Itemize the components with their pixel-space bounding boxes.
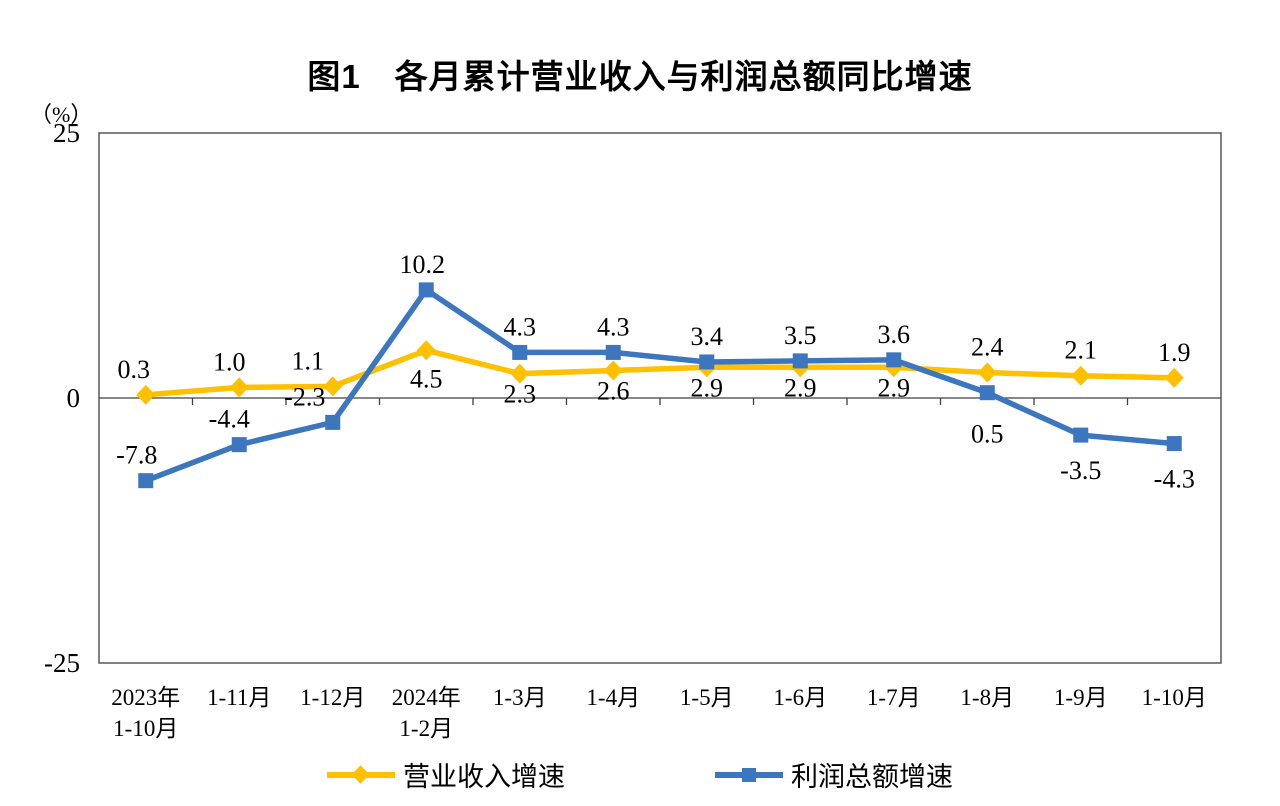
data-point-marker — [1071, 365, 1091, 386]
y-tick-label: -25 — [44, 648, 80, 678]
data-point-marker — [977, 362, 997, 383]
data-point-marker — [512, 344, 528, 360]
profit-square-marker-icon — [742, 767, 756, 782]
data-label: 2.1 — [1065, 336, 1098, 365]
profit-legend-label: 利润总额增速 — [791, 762, 953, 792]
y-tick-label: 0 — [66, 383, 81, 413]
data-point-marker — [979, 385, 995, 401]
data-label: 1.0 — [213, 347, 246, 376]
data-label: -7.8 — [116, 441, 157, 470]
revenue-diamond-marker-icon — [351, 764, 370, 784]
x-axis-label: 2024年 1-2月 — [391, 685, 461, 741]
data-label: 0.3 — [118, 355, 151, 384]
data-label: -4.3 — [1154, 465, 1195, 494]
data-point-marker — [699, 354, 715, 370]
data-point-marker — [605, 344, 621, 360]
data-label: 4.3 — [504, 312, 537, 341]
y-axis-unit-label: （%） — [30, 102, 93, 127]
data-label: 4.3 — [597, 312, 630, 341]
data-label: 3.4 — [691, 322, 724, 351]
data-label: 1.1 — [292, 346, 325, 375]
data-point-marker — [603, 360, 623, 381]
x-axis-label: 1-9月 — [1053, 685, 1108, 710]
data-label: 2.9 — [878, 373, 911, 402]
revenue-legend-sample — [327, 764, 395, 786]
data-point-marker — [416, 340, 436, 361]
data-label: -3.5 — [1060, 456, 1101, 485]
data-label: 2.9 — [784, 373, 817, 402]
data-point-marker — [325, 414, 341, 430]
data-label: 2.6 — [597, 376, 630, 405]
data-label: 1.9 — [1158, 338, 1191, 367]
x-axis-label: 1-8月 — [960, 685, 1015, 710]
data-point-marker — [136, 384, 156, 405]
data-point-marker — [418, 282, 434, 298]
legend-item-revenue: 营业收入增速 — [327, 755, 565, 794]
x-axis-label: 1-11月 — [207, 685, 272, 710]
data-label: 0.5 — [971, 420, 1004, 449]
data-point-marker — [792, 353, 808, 369]
data-point-marker — [229, 377, 249, 398]
x-axis-label: 1-3月 — [492, 685, 547, 710]
data-point-marker — [510, 363, 530, 384]
data-label: 3.6 — [878, 320, 911, 349]
data-point-marker — [323, 376, 343, 397]
data-label: 2.4 — [971, 333, 1004, 362]
data-label: 2.3 — [504, 380, 537, 409]
data-label: 2.9 — [691, 373, 724, 402]
profit-line — [143, 287, 1177, 484]
data-label: -4.4 — [209, 405, 250, 434]
data-point-marker — [231, 437, 247, 453]
data-point-marker — [1073, 427, 1089, 443]
revenue-line — [143, 347, 1177, 398]
data-label: 10.2 — [400, 250, 446, 279]
revenue-legend-label: 营业收入增速 — [403, 762, 565, 792]
data-point-marker — [1164, 367, 1184, 388]
data-label: 3.5 — [784, 321, 817, 350]
x-axis-label: 2023年 1-10月 — [111, 685, 181, 741]
x-axis-label: 1-10月 — [1141, 685, 1207, 710]
data-label: 4.5 — [410, 364, 443, 393]
data-point-marker — [138, 473, 154, 489]
data-point-marker — [886, 352, 902, 368]
profit-legend-sample — [715, 764, 783, 786]
x-axis-label: 1-6月 — [773, 685, 828, 710]
x-axis-label: 1-7月 — [866, 685, 921, 710]
data-point-marker — [1166, 436, 1182, 452]
x-axis-label: 1-12月 — [300, 685, 366, 710]
x-axis-label: 1-4月 — [586, 685, 641, 710]
y-tick-label: 25 — [53, 118, 80, 148]
legend: 营业收入增速 利润总额增速 — [0, 755, 1280, 794]
chart-title: 图1 各月累计营业收入与利润总额同比增速 — [307, 58, 973, 95]
legend-item-profit: 利润总额增速 — [715, 755, 953, 794]
data-label: -2.3 — [284, 382, 325, 411]
x-axis-label: 1-5月 — [679, 685, 734, 710]
